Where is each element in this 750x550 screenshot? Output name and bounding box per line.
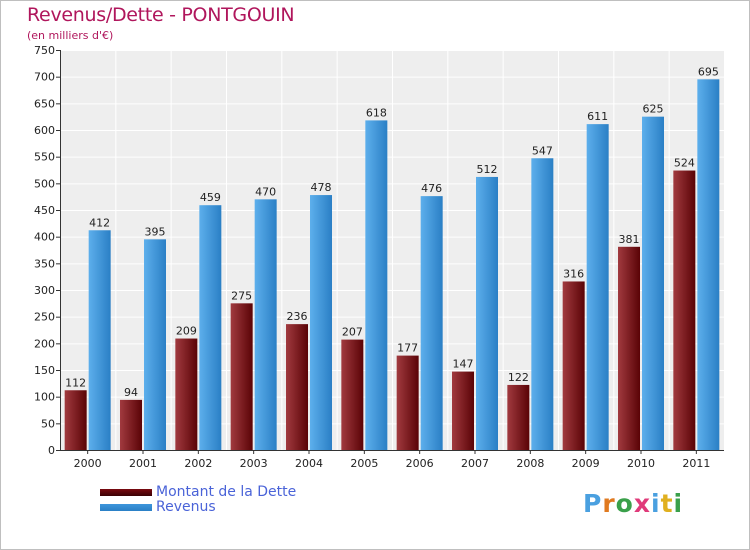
x-tick-label: 2007 <box>461 457 489 470</box>
bar-revenus <box>586 124 609 450</box>
bar-dette <box>64 390 87 450</box>
bar-revenus <box>310 195 332 450</box>
legend-label-revenus: Revenus <box>156 499 216 515</box>
y-tick-label: 550 <box>34 151 55 164</box>
legend-swatch-revenus <box>100 504 152 511</box>
value-label-revenus: 459 <box>200 191 221 204</box>
bar-dette <box>396 355 419 450</box>
value-label-revenus: 695 <box>698 65 719 78</box>
bar-revenus <box>254 199 277 450</box>
value-label-revenus: 476 <box>421 182 442 195</box>
value-label-revenus: 547 <box>532 144 553 157</box>
y-tick-label: 250 <box>34 311 55 324</box>
value-label-dette: 381 <box>619 233 640 246</box>
y-tick-label: 750 <box>34 44 55 57</box>
value-label-dette: 316 <box>563 267 584 280</box>
value-label-revenus: 618 <box>366 106 387 119</box>
chart-title: Revenus/Dette - PONTGOUIN <box>27 4 295 26</box>
bar-revenus <box>697 79 720 450</box>
value-label-dette: 112 <box>65 376 86 389</box>
y-tick-label: 600 <box>34 124 55 137</box>
bar-revenus <box>144 239 166 450</box>
bar-dette <box>562 281 585 450</box>
y-tick-label: 100 <box>34 391 55 404</box>
x-tick-label: 2006 <box>406 457 434 470</box>
value-label-dette: 94 <box>124 386 138 399</box>
chart-plot: 0 50 100 150 200 250 300 350 400 450 500 550 600 650 7… <box>34 44 724 470</box>
bar-revenus <box>88 230 111 450</box>
value-label-revenus: 512 <box>477 163 498 176</box>
bar-dette <box>618 246 640 450</box>
chart-subtitle: (en milliers d'€) <box>27 29 114 42</box>
brand-letter: t <box>660 489 674 518</box>
bar-dette <box>120 399 142 450</box>
x-tick-label: 2004 <box>295 457 323 470</box>
value-label-dette: 207 <box>342 326 363 339</box>
legend-swatch-dette <box>100 489 152 496</box>
brand-letter: r <box>602 489 616 518</box>
value-label-dette: 524 <box>674 157 695 170</box>
bar-dette <box>230 303 253 450</box>
bar-revenus <box>199 205 222 450</box>
value-label-revenus: 625 <box>643 103 664 116</box>
bar-revenus <box>531 158 554 450</box>
value-label-dette: 275 <box>231 289 252 302</box>
y-tick-label: 450 <box>34 204 55 217</box>
value-label-revenus: 470 <box>255 185 276 198</box>
x-tick-label: 2005 <box>350 457 378 470</box>
bar-dette <box>507 384 530 450</box>
bar-dette <box>286 324 308 450</box>
value-label-revenus: 611 <box>587 110 608 123</box>
x-tick-label: 2000 <box>74 457 102 470</box>
value-label-dette: 177 <box>397 342 418 355</box>
value-label-dette: 209 <box>176 325 197 338</box>
brand-letter: i <box>673 489 684 518</box>
value-label-dette: 122 <box>508 371 529 384</box>
x-tick-label: 2008 <box>516 457 544 470</box>
bar-revenus <box>365 120 388 451</box>
y-tick-label: 50 <box>41 417 55 430</box>
x-tick-label: 2003 <box>240 457 268 470</box>
bar-dette <box>175 338 198 450</box>
value-label-revenus: 395 <box>145 225 166 238</box>
y-tick-label: 350 <box>34 257 55 270</box>
y-tick-label: 150 <box>34 364 55 377</box>
brand-letter: o <box>615 489 634 518</box>
x-tick-label: 2010 <box>627 457 655 470</box>
x-tick-label: 2009 <box>572 457 600 470</box>
x-tick-label: 2011 <box>682 457 710 470</box>
brand-letter: i <box>651 489 661 518</box>
bar-dette <box>341 339 364 450</box>
value-label-dette: 236 <box>287 310 308 323</box>
y-tick-label: 650 <box>34 97 55 110</box>
x-tick-label: 2001 <box>129 457 157 470</box>
y-tick-label: 500 <box>34 177 55 190</box>
value-label-revenus: 478 <box>311 181 332 194</box>
brand-letter: x <box>633 489 651 518</box>
value-label-dette: 147 <box>453 358 474 371</box>
bar-revenus <box>420 196 443 450</box>
y-tick-label: 700 <box>34 71 55 84</box>
brand-letter: P <box>583 489 603 518</box>
y-tick-label: 200 <box>34 337 55 350</box>
value-label-revenus: 412 <box>89 216 110 229</box>
x-tick-label: 2002 <box>184 457 212 470</box>
y-tick-label: 0 <box>48 444 55 457</box>
proxiti-logo: Proxiti <box>583 489 683 518</box>
y-tick-label: 400 <box>34 231 55 244</box>
y-tick-label: 300 <box>34 284 55 297</box>
bar-revenus <box>476 176 498 450</box>
bar-dette <box>452 371 474 450</box>
legend-label-dette: Montant de la Dette <box>156 484 297 500</box>
bar-revenus <box>642 116 664 451</box>
bar-dette <box>673 170 696 451</box>
